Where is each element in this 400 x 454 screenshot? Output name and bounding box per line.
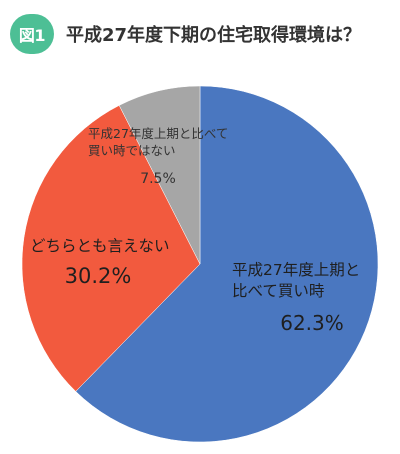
pie-slice-3 [118, 85, 201, 265]
slice-2-value-label: 30.2% [65, 264, 132, 288]
slice-3-label-line-1: 平成27年度上期と比べて [88, 126, 228, 141]
slice-1-label-line-1: 平成27年度上期と [232, 261, 360, 279]
figure-badge: 図1 [10, 14, 54, 54]
chart-header: 図1 平成27年度下期の住宅取得環境は？ [10, 14, 361, 54]
slice-2-label-line-1: どちらとも言えない [30, 237, 170, 255]
slice-3-label-line-2: 買い時ではない [88, 143, 176, 158]
slice-3-value-label: 7.5% [140, 171, 176, 187]
pie-slice-1 [75, 85, 379, 443]
slice-1-label-line-2: 比べて買い時 [232, 282, 324, 300]
slice-1-value-label: 62.3% [280, 311, 344, 335]
chart-title: 平成27年度下期の住宅取得環境は？ [66, 25, 362, 46]
